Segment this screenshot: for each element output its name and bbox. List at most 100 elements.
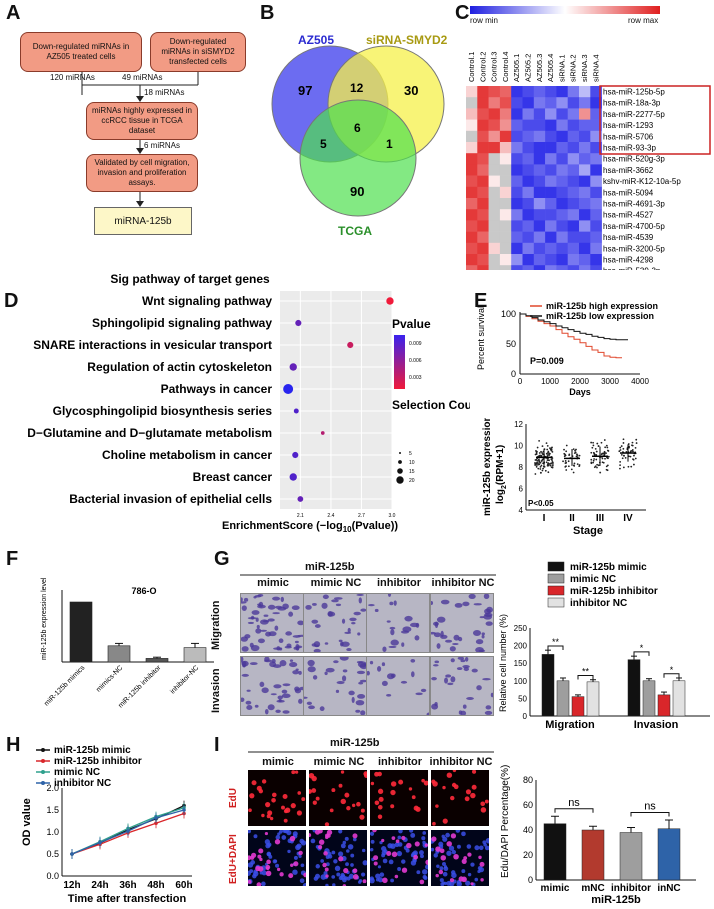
i-dapi-nucleus bbox=[438, 841, 444, 847]
i-dapi-nucleus bbox=[474, 877, 479, 882]
e2-point bbox=[603, 450, 606, 453]
h-point bbox=[182, 808, 186, 812]
g-cell bbox=[298, 670, 302, 675]
heatmap-row-label: hsa-miR-4700-5p bbox=[603, 222, 665, 231]
d-legend-count-dot bbox=[397, 468, 403, 474]
e2-point bbox=[631, 444, 633, 447]
heatmap-cell bbox=[567, 265, 580, 270]
i-dapi-nucleus bbox=[442, 836, 448, 842]
heatmap-row-label: hsa-miR-4539 bbox=[603, 233, 654, 242]
g-micrograph bbox=[240, 593, 304, 653]
e1-xtick: 2000 bbox=[571, 377, 589, 386]
g-cell bbox=[306, 701, 312, 706]
i-dapi-nucleus bbox=[261, 881, 266, 886]
g-cell bbox=[249, 662, 258, 666]
d-legend-ptick: 0.009 bbox=[409, 341, 422, 347]
panel-letter-f: F bbox=[6, 548, 19, 570]
g-cell bbox=[261, 687, 269, 694]
g-cell bbox=[400, 630, 410, 634]
g-cell bbox=[324, 671, 328, 676]
d-bubble bbox=[320, 431, 325, 435]
i-nuclei bbox=[431, 770, 489, 826]
e2-point bbox=[618, 450, 621, 453]
i-edu-nucleus bbox=[283, 818, 288, 823]
i-dapi-nucleus bbox=[277, 832, 281, 836]
d-legend-count-dot bbox=[398, 460, 402, 464]
h-legend-label: mimic NC bbox=[54, 767, 100, 778]
d-category: Choline metabolism in cancer bbox=[102, 448, 272, 462]
e2-point bbox=[595, 450, 598, 453]
e2-point bbox=[590, 451, 593, 454]
i-dapi-nucleus bbox=[286, 830, 292, 836]
e2-point bbox=[622, 466, 625, 469]
e2-point bbox=[564, 460, 567, 462]
heatmap-cell bbox=[488, 254, 501, 266]
g-cell bbox=[481, 632, 485, 636]
g-col-label: inhibitor NC bbox=[431, 577, 495, 589]
heatmap-cell bbox=[488, 164, 501, 176]
e1-xtick: 1000 bbox=[541, 377, 559, 386]
i-edu-nucleus bbox=[318, 830, 323, 834]
i-edu-nucleus bbox=[382, 877, 388, 884]
i-edu-nucleus bbox=[478, 855, 482, 860]
i-edu-nucleus bbox=[451, 782, 457, 788]
i-edu-nucleus bbox=[378, 796, 384, 802]
g-cell bbox=[289, 659, 294, 662]
heatmap-cell bbox=[466, 164, 478, 176]
i-edu-nucleus bbox=[386, 851, 392, 857]
g-bar bbox=[657, 694, 671, 717]
i-edu-dapi-image bbox=[309, 830, 367, 886]
heatmap-cell bbox=[511, 254, 523, 266]
g-cell bbox=[468, 594, 476, 599]
panel-letter-a: A bbox=[6, 2, 21, 24]
i-edu-nucleus bbox=[344, 792, 350, 798]
g-legend-label: mimic NC bbox=[570, 574, 616, 585]
heatmap-cell bbox=[545, 254, 557, 266]
d-legend-pvalue-bar bbox=[394, 335, 405, 389]
i-dapi-nucleus bbox=[358, 879, 363, 883]
heatmap-cell bbox=[477, 186, 489, 199]
g-cell bbox=[262, 620, 270, 623]
i-bar bbox=[581, 829, 605, 881]
i-edu-nucleus bbox=[390, 781, 397, 787]
heatmap-cell bbox=[579, 119, 591, 132]
heatmap-cell bbox=[567, 186, 580, 199]
g-cell bbox=[346, 648, 352, 652]
g-cell bbox=[242, 664, 246, 668]
i-dapi-nucleus bbox=[443, 865, 448, 869]
heatmap-cell bbox=[533, 108, 546, 120]
i-edu-nucleus bbox=[309, 789, 313, 794]
g-cell bbox=[297, 620, 303, 626]
i-dapi-nucleus bbox=[342, 840, 347, 845]
i-dapi-nucleus bbox=[272, 859, 277, 864]
i-dapi-nucleus bbox=[410, 832, 416, 838]
heatmap-cell bbox=[579, 130, 591, 143]
e2-point bbox=[538, 439, 541, 442]
i-edu-nucleus bbox=[340, 770, 345, 774]
heatmap-cell bbox=[466, 97, 478, 109]
e2-point bbox=[602, 461, 605, 464]
e2-point bbox=[549, 448, 552, 451]
g-cell bbox=[312, 675, 318, 680]
i-dapi-nucleus bbox=[485, 838, 489, 844]
heatmap-cell bbox=[466, 153, 478, 165]
e2-point bbox=[596, 442, 599, 445]
f-bar bbox=[107, 645, 131, 663]
heatmap-cell bbox=[590, 153, 602, 165]
heatmap-col-label: AZ505.2 bbox=[524, 54, 533, 82]
e2-point bbox=[592, 461, 594, 464]
g-cell bbox=[358, 681, 364, 685]
panel-letter-g: G bbox=[214, 548, 230, 570]
i-dapi-nucleus bbox=[327, 854, 333, 859]
h-legend-label: miR-125b inhibitor bbox=[54, 756, 142, 767]
heatmap-cell bbox=[511, 97, 523, 109]
heatmap-row-label: kshv-miR-K12-10a-5p bbox=[603, 177, 681, 186]
g-cell bbox=[450, 658, 455, 663]
i-edu-nucleus bbox=[258, 788, 264, 794]
e2-point bbox=[551, 461, 554, 464]
g-cell bbox=[473, 603, 482, 606]
i-dapi-nucleus bbox=[449, 881, 455, 886]
box-smyd2: Down-regulated miRNAs in siSMYD2 transfe… bbox=[150, 32, 246, 72]
i-edu-nucleus bbox=[406, 842, 412, 849]
g-cell bbox=[282, 710, 290, 714]
